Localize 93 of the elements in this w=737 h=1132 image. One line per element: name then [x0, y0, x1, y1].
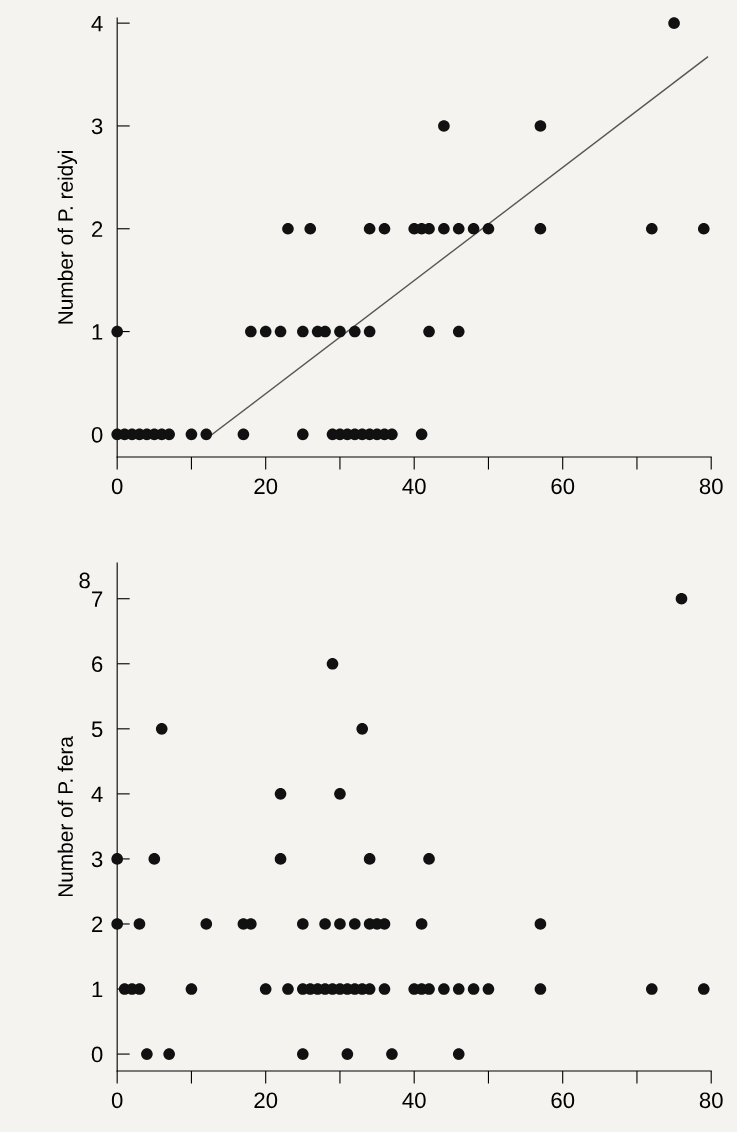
y-tick-label: 4	[91, 15, 103, 32]
y-tick-label: 0	[91, 1046, 103, 1063]
point	[297, 1048, 309, 1060]
point	[274, 853, 287, 865]
point	[452, 1048, 465, 1060]
point	[133, 918, 146, 930]
point	[237, 428, 250, 441]
x-tick-label: 60	[551, 1092, 575, 1109]
point	[534, 222, 547, 235]
point	[668, 17, 680, 29]
y-axis-title: Number of P. fera	[57, 736, 73, 897]
y-tick-label: 3	[91, 118, 103, 135]
point	[452, 222, 465, 235]
point	[697, 983, 710, 995]
point	[304, 222, 317, 235]
point	[297, 325, 309, 338]
y-tick-label: 2	[92, 221, 103, 237]
point	[378, 222, 391, 235]
point	[274, 788, 287, 800]
text: 8	[79, 572, 90, 589]
point	[111, 325, 123, 338]
point	[282, 983, 294, 995]
point	[348, 325, 361, 338]
point	[363, 325, 376, 338]
point	[438, 222, 450, 235]
point	[141, 1048, 153, 1060]
x-tick-label: 20	[254, 478, 278, 495]
point	[645, 983, 658, 995]
point	[415, 918, 428, 930]
x-tick-label: 0	[111, 1092, 123, 1109]
point	[200, 918, 213, 930]
y-tick-label: 4	[91, 786, 103, 802]
y-tick-label: 7	[92, 591, 103, 607]
point	[675, 592, 688, 605]
y-tick-label: 1	[92, 981, 103, 998]
point	[482, 222, 495, 235]
point	[259, 983, 272, 995]
point	[534, 983, 547, 995]
point	[245, 918, 257, 930]
y-tick-label: 3	[91, 851, 103, 868]
point	[348, 918, 361, 930]
point	[297, 428, 309, 441]
x-tick-label: 80	[699, 1092, 723, 1109]
point	[274, 325, 287, 338]
point	[423, 853, 435, 865]
y-tick-label: 5	[91, 721, 103, 738]
point	[111, 853, 123, 865]
point	[334, 325, 346, 338]
point	[341, 1048, 354, 1060]
point	[697, 222, 710, 235]
point	[452, 983, 465, 995]
point	[467, 983, 480, 995]
point	[200, 428, 213, 441]
x-tick-label: 20	[254, 1092, 278, 1109]
point	[334, 788, 346, 800]
y-tick-label: 6	[92, 656, 103, 673]
point	[452, 325, 465, 338]
point	[319, 918, 331, 930]
point	[148, 853, 161, 865]
point	[356, 723, 369, 735]
point	[326, 657, 339, 670]
y-tick-label: 0	[91, 426, 103, 443]
point	[185, 428, 198, 441]
point	[245, 325, 257, 338]
point	[163, 1048, 175, 1060]
x-tick-label: 0	[111, 478, 123, 495]
point	[467, 222, 480, 235]
y-axis-title: Number of P. reidyi	[57, 151, 78, 324]
point	[423, 325, 435, 338]
point	[259, 325, 272, 338]
x-tick-label: 80	[699, 478, 723, 495]
point	[363, 222, 376, 235]
point	[438, 120, 450, 132]
point	[534, 918, 547, 930]
point	[111, 918, 123, 930]
point	[297, 918, 309, 930]
point	[282, 222, 294, 235]
point	[334, 918, 346, 930]
point	[415, 428, 428, 441]
x-tick-label: 40	[402, 478, 426, 495]
point	[534, 120, 547, 132]
x-tick-label: 60	[551, 478, 575, 495]
point	[645, 222, 658, 235]
point	[482, 983, 495, 995]
point	[185, 983, 198, 995]
x-tick-label: 40	[402, 1092, 426, 1109]
point	[378, 983, 391, 995]
point	[386, 1048, 398, 1060]
y-tick-label: 1	[92, 324, 103, 340]
y-tick-label: 2	[92, 916, 103, 933]
point	[155, 723, 168, 735]
point	[363, 853, 376, 865]
point	[438, 983, 450, 995]
